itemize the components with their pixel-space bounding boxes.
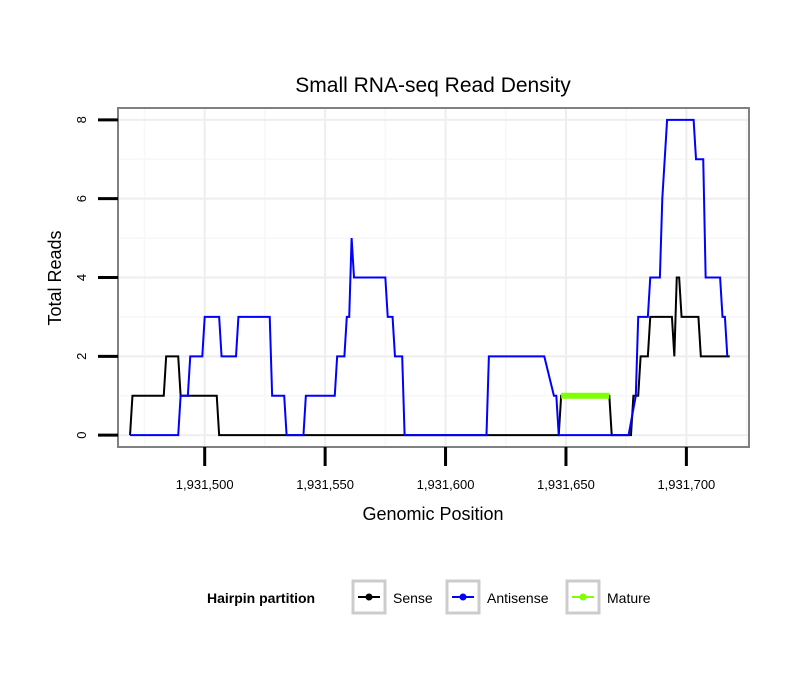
x-tick-label: 1,931,500 (176, 477, 234, 492)
y-tick-label: 0 (74, 432, 89, 439)
x-tick-label: 1,931,550 (296, 477, 354, 492)
series-line-sense (129, 276, 730, 437)
x-axis: 1,931,500 1,931,550 1,931,600 1,931,650 1,93… (176, 447, 715, 492)
legend-key-dot (459, 593, 467, 601)
x-tick-label: 1,931,700 (657, 477, 715, 492)
y-axis: 0 2 4 6 8 (74, 116, 118, 439)
legend: Hairpin partition Sense Antisense Mature (207, 579, 651, 615)
x-tick-label: 1,931,600 (417, 477, 475, 492)
y-tick-label: 4 (74, 274, 89, 281)
legend-key-dot (579, 593, 587, 601)
chart-title: Small RNA-seq Read Density (295, 74, 571, 97)
series-line-antisense (130, 118, 729, 437)
legend-label-sense: Sense (393, 590, 433, 606)
y-axis-title: Total Reads (45, 230, 65, 325)
legend-key-dot (365, 593, 373, 601)
legend-label-mature: Mature (607, 590, 651, 606)
series-lines (129, 118, 730, 437)
grid (118, 108, 749, 447)
x-axis-title: Genomic Position (362, 504, 503, 524)
y-tick-label: 2 (74, 353, 89, 360)
y-tick-label: 8 (74, 116, 89, 123)
legend-label-antisense: Antisense (487, 590, 549, 606)
x-tick-label: 1,931,650 (537, 477, 595, 492)
y-tick-label: 6 (74, 195, 89, 202)
legend-title: Hairpin partition (207, 590, 315, 606)
